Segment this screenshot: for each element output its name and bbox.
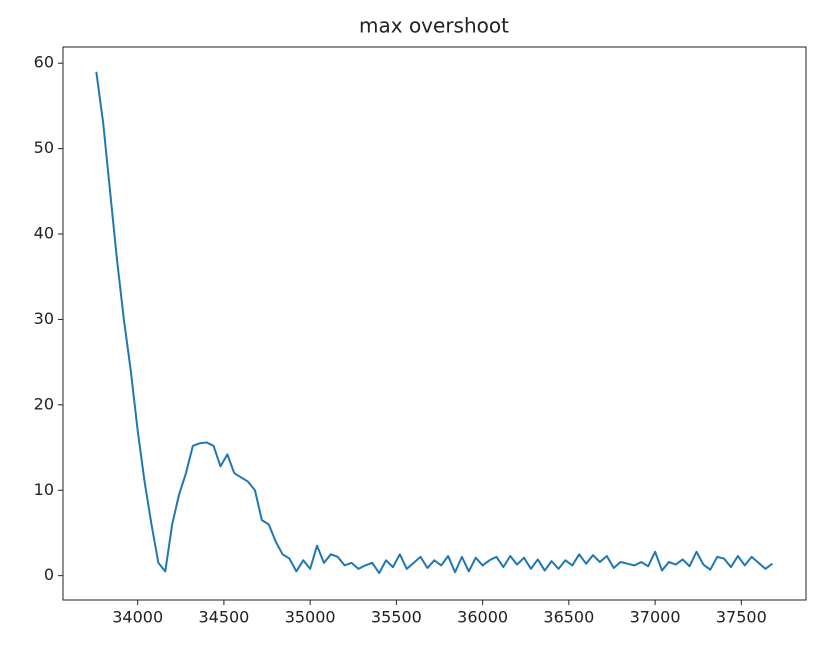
x-tick-label: 34000: [112, 608, 163, 627]
x-tick-label: 35500: [371, 608, 422, 627]
x-tick-label: 36500: [543, 608, 594, 627]
y-tick-label: 30: [34, 309, 54, 328]
x-tick-label: 35000: [285, 608, 336, 627]
y-tick-label: 0: [44, 565, 54, 584]
x-tick-label: 37000: [630, 608, 681, 627]
x-tick-label: 34500: [198, 608, 249, 627]
y-tick-label: 20: [34, 394, 54, 413]
y-tick-label: 50: [34, 138, 54, 157]
y-tick-label: 10: [34, 480, 54, 499]
x-tick-label: 36000: [457, 608, 508, 627]
chart-title: max overshoot: [359, 14, 509, 38]
data-line: [95, 71, 773, 575]
x-tick-label: 37500: [716, 608, 767, 627]
y-tick-label: 60: [34, 53, 54, 72]
y-tick-label: 40: [34, 224, 54, 243]
plot-frame: [62, 46, 807, 601]
